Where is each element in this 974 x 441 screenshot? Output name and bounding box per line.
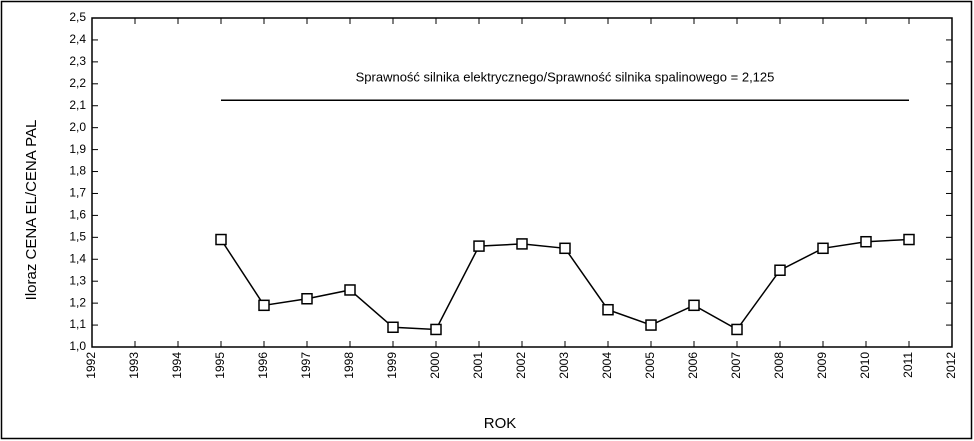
x-tick-label: 1997 — [299, 352, 313, 379]
x-tick-label: 2008 — [772, 352, 786, 379]
x-tick-label: 1996 — [256, 352, 270, 379]
y-axis-label: Iloraz CENA EL/CENA PAL — [23, 120, 40, 301]
x-tick-label: 2001 — [471, 352, 485, 379]
marker — [516, 238, 528, 250]
x-tick-label: 1998 — [342, 352, 356, 379]
x-tick-label: 1992 — [84, 352, 98, 379]
marker — [344, 284, 356, 296]
plot-area — [91, 17, 953, 348]
x-tick-label: 2006 — [686, 352, 700, 379]
y-tick-label: 2,4 — [69, 32, 86, 46]
marker — [688, 299, 700, 312]
y-tick-label: 2,5 — [69, 10, 86, 24]
marker — [602, 303, 614, 316]
y-tick-label: 1,4 — [69, 251, 86, 265]
y-tick-label: 2,3 — [69, 54, 86, 68]
x-tick-label: 1999 — [385, 352, 399, 379]
y-tick-label: 2,1 — [69, 98, 86, 112]
y-tick-label: 1,5 — [69, 230, 86, 244]
marker — [903, 233, 915, 246]
x-tick-label: 2012 — [944, 352, 958, 379]
x-tick-label: 2004 — [600, 352, 614, 379]
y-tick-label: 2,2 — [69, 76, 86, 90]
x-tick-label: 1993 — [127, 352, 141, 379]
y-tick-label: 1,6 — [69, 208, 86, 222]
marker — [473, 240, 485, 252]
x-tick-label: 2000 — [428, 352, 442, 379]
x-axis-label: ROK — [484, 415, 517, 432]
marker — [258, 299, 270, 312]
x-tick-label: 2010 — [858, 352, 872, 379]
marker — [860, 235, 872, 248]
y-tick-label: 1,8 — [69, 164, 86, 178]
y-tick-label: 1,2 — [69, 295, 86, 309]
marker — [430, 323, 442, 336]
x-tick-label: 2003 — [557, 352, 571, 379]
x-tick-label: 2011 — [901, 352, 915, 378]
marker — [731, 323, 743, 336]
marker — [559, 242, 571, 255]
marker — [645, 319, 657, 331]
marker — [817, 242, 829, 255]
x-tick-label: 2005 — [643, 352, 657, 379]
annotation: Sprawność silnika elektrycznego/Sprawnoś… — [356, 70, 775, 85]
y-tick-label: 1,0 — [69, 339, 86, 353]
y-tick-label: 1,3 — [69, 273, 86, 287]
marker — [387, 321, 399, 334]
x-tick-label: 2009 — [815, 352, 829, 379]
marker — [301, 292, 313, 305]
y-tick-label: 1,1 — [69, 317, 86, 331]
y-tick-label: 2,0 — [69, 120, 86, 134]
marker — [774, 264, 786, 276]
x-tick-label: 2002 — [514, 352, 528, 379]
x-tick-label: 1995 — [213, 352, 227, 379]
y-tick-label: 1,7 — [69, 186, 86, 200]
marker — [215, 233, 227, 246]
x-tick-label: 1994 — [170, 352, 184, 379]
x-tick-label: 2007 — [729, 352, 743, 379]
y-tick-label: 1,9 — [69, 142, 86, 156]
